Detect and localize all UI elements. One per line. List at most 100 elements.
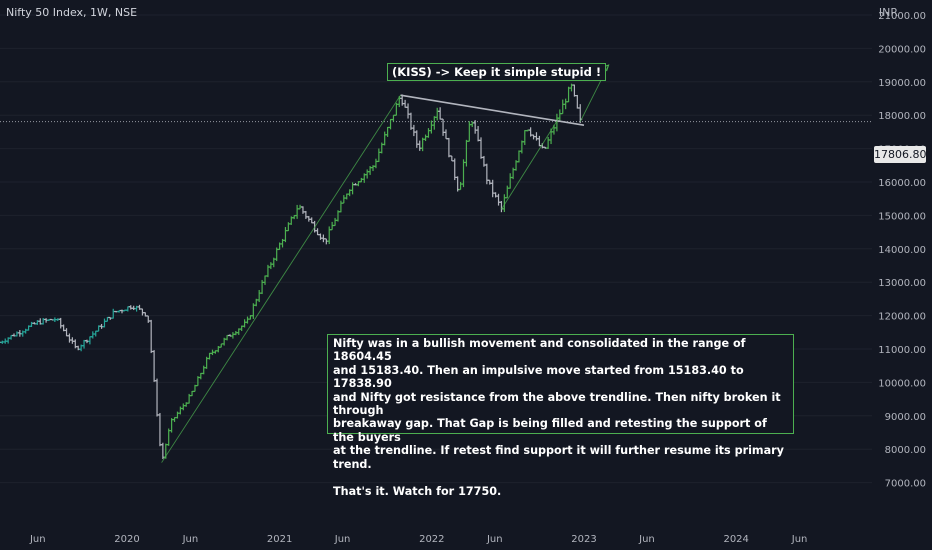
ohlc-bar xyxy=(435,107,440,121)
kiss-annotation[interactable]: (KISS) -> Keep it simple stupid ! xyxy=(387,63,607,81)
y-tick-label: 11000.00 xyxy=(878,345,926,356)
ohlc-bar xyxy=(181,403,186,411)
y-tick-label: 8000.00 xyxy=(885,445,926,456)
ohlc-bar xyxy=(341,195,346,204)
ohlc-bar xyxy=(338,200,343,213)
ohlc-bar xyxy=(426,128,431,138)
ohlc-bar xyxy=(546,136,551,149)
chart-trendlines xyxy=(161,64,610,463)
ohlc-bar xyxy=(373,158,378,169)
y-tick-label: 20000.00 xyxy=(878,44,926,55)
x-tick-label: Jun xyxy=(182,534,199,545)
ohlc-bar xyxy=(443,129,448,140)
ohlc-bar xyxy=(572,84,577,97)
price-axis: 21000.0020000.0019000.0018000.0017000.00… xyxy=(878,11,926,490)
ohlc-bar xyxy=(438,107,443,120)
y-tick-label: 16000.00 xyxy=(878,178,926,189)
y-tick-label: 12000.00 xyxy=(878,312,926,323)
ohlc-bar xyxy=(58,317,63,329)
analysis-closing: That's it. Watch for 17750. xyxy=(333,485,502,499)
ohlc-bar xyxy=(484,163,489,185)
trendline-resistance xyxy=(400,94,585,127)
ohlc-bars xyxy=(0,83,583,460)
ohlc-bar xyxy=(201,365,206,375)
ohlc-bar xyxy=(14,331,19,337)
trendline-support-2 xyxy=(501,118,559,210)
ohlc-bar xyxy=(146,315,151,323)
ohlc-bar xyxy=(152,350,157,382)
ohlc-bar xyxy=(519,140,524,154)
y-tick-label: 13000.00 xyxy=(878,278,926,289)
y-tick-label: 21000.00 xyxy=(878,11,926,22)
ohlc-bar xyxy=(333,217,338,227)
x-tick-label: Jun xyxy=(486,534,503,545)
ohlc-bar xyxy=(537,135,542,147)
ohlc-bar xyxy=(578,104,583,124)
ohlc-bar xyxy=(432,116,437,130)
ohlc-bar xyxy=(493,192,498,198)
ohlc-bar xyxy=(268,262,273,270)
ohlc-bar xyxy=(554,113,559,132)
ohlc-bar xyxy=(169,418,174,433)
currency-label: INR xyxy=(878,6,898,19)
ohlc-bar xyxy=(230,332,235,339)
ohlc-bar xyxy=(391,114,396,122)
symbol-header[interactable]: Nifty 50 Index, 1W, NSE xyxy=(6,6,138,19)
ohlc-bar xyxy=(149,319,154,354)
ohlc-bar xyxy=(263,275,268,285)
x-tick-label: Jun xyxy=(791,534,808,545)
x-tick-label: Jun xyxy=(29,534,46,545)
y-tick-label: 9000.00 xyxy=(885,412,926,423)
ohlc-bar xyxy=(119,309,124,314)
ohlc-bar xyxy=(461,159,466,188)
y-tick-label: 7000.00 xyxy=(885,479,926,490)
ohlc-bar xyxy=(522,130,527,145)
x-tick-label: 2023 xyxy=(571,534,596,545)
ohlc-bar xyxy=(157,412,162,447)
ohlc-bar xyxy=(452,158,457,181)
ohlc-bar xyxy=(87,336,92,345)
ohlc-bar xyxy=(411,124,416,137)
ohlc-bar xyxy=(560,99,565,115)
ohlc-bar xyxy=(505,185,510,199)
ohlc-bar xyxy=(376,148,381,163)
ohlc-bar xyxy=(470,121,475,128)
ohlc-bar xyxy=(429,120,434,134)
ohlc-bar xyxy=(102,318,107,328)
ohlc-bar xyxy=(458,181,463,191)
y-tick-label: 14000.00 xyxy=(878,245,926,256)
ohlc-bar xyxy=(417,140,422,151)
ohlc-bar xyxy=(257,289,262,303)
ohlc-bar xyxy=(406,103,411,119)
ohlc-bar xyxy=(446,137,451,158)
ohlc-bar xyxy=(382,131,387,146)
ohlc-bar xyxy=(90,331,95,339)
x-tick-label: 2020 xyxy=(114,534,139,545)
y-tick-label: 10000.00 xyxy=(878,378,926,389)
ohlc-bar xyxy=(423,134,428,142)
analysis-note[interactable]: Nifty was in a bullish movement and cons… xyxy=(327,334,794,498)
ohlc-bar xyxy=(318,233,323,240)
ohlc-bar xyxy=(242,319,247,328)
trendline-support-1 xyxy=(161,94,401,463)
ohlc-bar xyxy=(479,137,484,159)
ohlc-bar xyxy=(283,227,288,243)
ohlc-bar xyxy=(300,206,305,214)
x-tick-label: 2021 xyxy=(267,534,292,545)
ohlc-bar xyxy=(464,139,469,167)
ohlc-bar xyxy=(128,305,133,310)
ohlc-bar xyxy=(508,173,513,189)
ohlc-bar xyxy=(67,333,72,343)
ohlc-bar xyxy=(295,204,300,219)
ohlc-bar xyxy=(563,98,568,110)
ohlc-bar xyxy=(496,193,501,206)
ohlc-bar xyxy=(327,226,332,245)
y-tick-label: 19000.00 xyxy=(878,78,926,89)
analysis-paragraph: Nifty was in a bullish movement and cons… xyxy=(333,337,784,471)
ohlc-bar xyxy=(575,94,580,109)
ohlc-bar xyxy=(365,169,370,179)
ohlc-bar xyxy=(29,321,34,327)
ohlc-bar xyxy=(516,150,521,163)
ohlc-bar xyxy=(70,337,75,344)
ohlc-bar xyxy=(566,86,571,103)
